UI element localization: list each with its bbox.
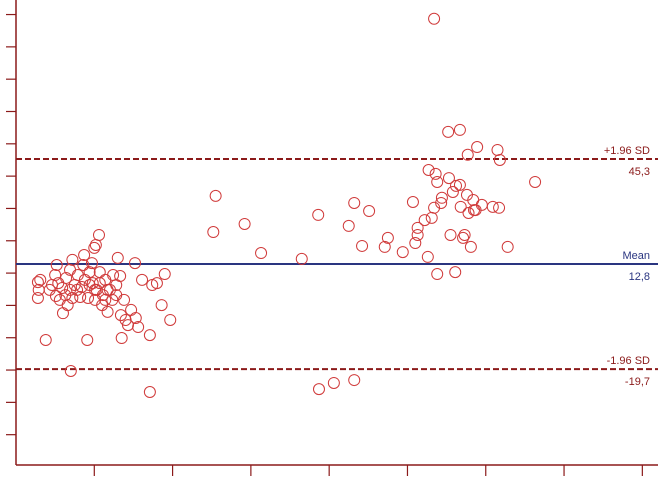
point (31, 276, 44, 289)
point (312, 383, 325, 396)
point (118, 293, 131, 306)
point (444, 228, 457, 241)
point (129, 312, 142, 325)
point (129, 257, 142, 270)
point (406, 195, 419, 208)
point (150, 277, 163, 290)
point (327, 376, 340, 389)
point (462, 206, 475, 219)
point (136, 273, 149, 286)
point (449, 266, 462, 279)
point (92, 228, 105, 241)
point (82, 291, 95, 304)
point (454, 200, 467, 213)
point (158, 268, 171, 281)
point (60, 271, 73, 284)
point (411, 221, 424, 234)
point (143, 386, 156, 399)
point (348, 196, 361, 209)
point (66, 253, 79, 266)
point (61, 299, 74, 312)
point (409, 237, 422, 250)
point (86, 277, 99, 290)
point (429, 167, 442, 180)
reference-label: Mean (622, 250, 650, 262)
reference-value: 45,3 (629, 166, 650, 178)
point (50, 259, 63, 272)
point (111, 251, 124, 264)
point (457, 231, 470, 244)
point (493, 153, 506, 166)
point (342, 219, 355, 232)
point (89, 283, 102, 296)
point (132, 321, 145, 334)
point (501, 240, 514, 253)
point (64, 283, 77, 296)
reference-value: -19,7 (625, 376, 650, 388)
point (453, 178, 466, 191)
point (155, 299, 168, 312)
point (396, 246, 409, 259)
point (421, 250, 434, 263)
point (428, 12, 441, 25)
point (418, 214, 431, 227)
point (39, 333, 52, 346)
point (74, 291, 87, 304)
point (295, 252, 308, 265)
point (209, 189, 222, 202)
point (422, 163, 435, 176)
point (34, 273, 47, 286)
point (101, 305, 114, 318)
point (238, 217, 251, 230)
point (77, 259, 90, 272)
point (381, 231, 394, 244)
point (312, 208, 325, 221)
point (431, 175, 444, 188)
point (49, 269, 62, 282)
point (164, 313, 177, 326)
point (458, 228, 471, 241)
point (255, 247, 268, 260)
point (461, 148, 474, 161)
point (64, 365, 77, 378)
point (446, 185, 459, 198)
point (83, 266, 96, 279)
point (453, 123, 466, 136)
reference-label: -1.96 SD (607, 355, 650, 367)
point (464, 240, 477, 253)
point (78, 248, 91, 261)
reference-label: +1.96 SD (604, 145, 650, 157)
point (363, 205, 376, 218)
point (348, 374, 361, 387)
point (143, 329, 156, 342)
point (31, 291, 44, 304)
point (85, 257, 98, 270)
point (442, 172, 455, 185)
point (529, 175, 542, 188)
point (356, 239, 369, 252)
point (435, 191, 448, 204)
point (49, 290, 62, 303)
reference-value: 12,8 (629, 271, 650, 283)
point (493, 201, 506, 214)
point (442, 125, 455, 138)
point (435, 196, 448, 209)
point (81, 333, 94, 346)
point (378, 240, 391, 253)
point (431, 268, 444, 281)
point (88, 241, 101, 254)
point (75, 280, 88, 293)
point (115, 332, 128, 345)
point (207, 226, 220, 239)
point (486, 200, 499, 213)
point (110, 279, 123, 292)
point (114, 309, 127, 322)
point (411, 228, 424, 241)
point (471, 141, 484, 154)
